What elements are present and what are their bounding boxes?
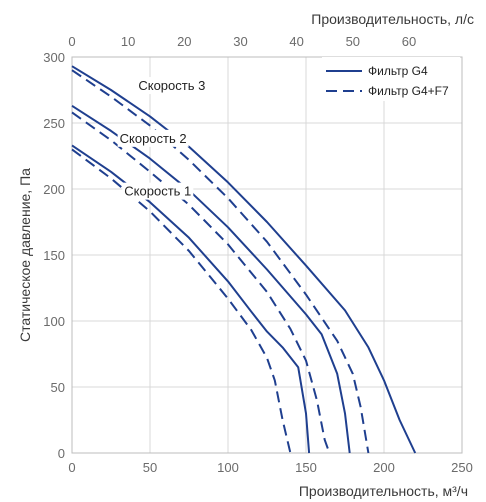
y-tick-label: 300 xyxy=(43,50,65,65)
x-top-tick-label: 40 xyxy=(289,34,303,49)
y-tick-label: 150 xyxy=(43,248,65,263)
x-top-tick-label: 60 xyxy=(402,34,416,49)
x-top-tick-label: 10 xyxy=(121,34,135,49)
x-bottom-axis-title: Производительность, м³/ч xyxy=(299,483,468,499)
annotation-background xyxy=(122,182,194,200)
x-bottom-tick-label: 100 xyxy=(217,460,239,475)
x-top-tick-label: 0 xyxy=(68,34,75,49)
x-bottom-tick-label: 0 xyxy=(68,460,75,475)
x-bottom-tick-label: 200 xyxy=(373,460,395,475)
speed-annotation: Скорость 3 xyxy=(138,78,205,93)
legend-label: Фильтр G4 xyxy=(368,64,428,78)
x-bottom-tick-label: 50 xyxy=(143,460,157,475)
y-tick-label: 100 xyxy=(43,314,65,329)
plot-frame xyxy=(71,56,463,454)
y-tick-label: 200 xyxy=(43,182,65,197)
x-top-tick-label: 20 xyxy=(177,34,191,49)
legend-label: Фильтр G4+F7 xyxy=(368,84,449,98)
x-bottom-tick-label: 250 xyxy=(451,460,473,475)
x-top-axis-title: Производительность, л/с xyxy=(311,11,474,27)
series-line xyxy=(71,69,370,454)
series-line xyxy=(71,111,331,454)
speed-annotation: Скорость 2 xyxy=(120,131,187,146)
y-tick-label: 250 xyxy=(43,116,65,131)
x-top-tick-label: 50 xyxy=(346,34,360,49)
y-tick-label: 50 xyxy=(51,380,65,395)
y-axis-title: Статическое давление, Па xyxy=(17,168,33,342)
annotation-background xyxy=(117,129,189,147)
x-top-tick-label: 30 xyxy=(233,34,247,49)
speed-annotation: Скорость 1 xyxy=(124,184,191,199)
x-bottom-tick-label: 150 xyxy=(295,460,317,475)
series-line xyxy=(71,65,417,454)
y-tick-label: 0 xyxy=(58,446,65,461)
series-line xyxy=(71,104,351,454)
annotation-background xyxy=(136,77,208,95)
legend-box xyxy=(322,57,460,101)
